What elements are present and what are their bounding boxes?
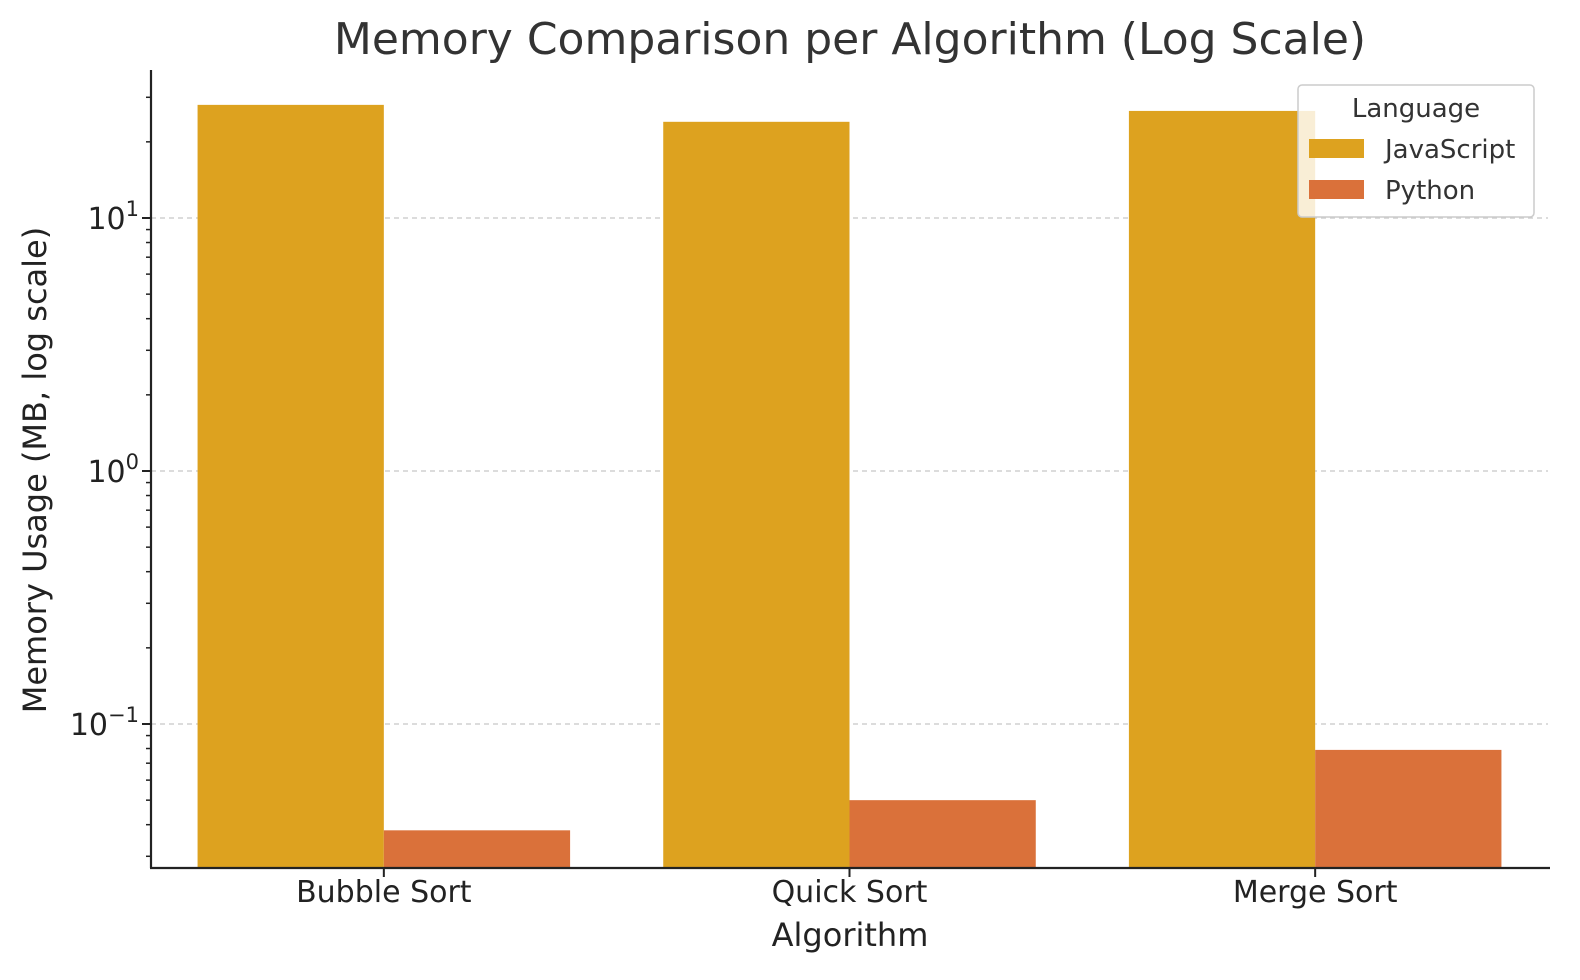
y-ticks: 101 100 10−1 [70,96,151,858]
bar-python-bubble-sort [383,830,571,868]
x-axis-label: Algorithm [772,916,929,954]
legend-swatch-javascript [1309,139,1364,158]
bar-javascript-merge-sort [1128,110,1316,868]
bar-javascript-quick-sort [663,121,850,868]
bar-python-merge-sort [1315,749,1502,868]
legend-swatch-python [1309,180,1364,199]
y-tick-label: 100 [87,450,139,490]
chart-title: Memory Comparison per Algorithm (Log Sca… [334,14,1366,65]
x-tick-label: Quick Sort [772,875,928,910]
y-tick-label: 10−1 [70,703,139,743]
x-ticks: Bubble Sort Quick Sort Merge Sort [296,868,1398,910]
legend-label-javascript: JavaScript [1383,135,1515,165]
x-tick-label: Merge Sort [1233,875,1398,910]
bars [197,104,1502,868]
y-axis-label: Memory Usage (MB, log scale) [16,227,54,713]
legend-label-python: Python [1385,176,1475,206]
y-tick-label: 101 [87,197,139,237]
legend-title: Language [1352,94,1480,124]
bar-javascript-bubble-sort [197,104,384,868]
legend: Language JavaScript Python [1297,84,1535,218]
bar-python-quick-sort [849,800,1036,868]
x-tick-label: Bubble Sort [296,875,472,910]
